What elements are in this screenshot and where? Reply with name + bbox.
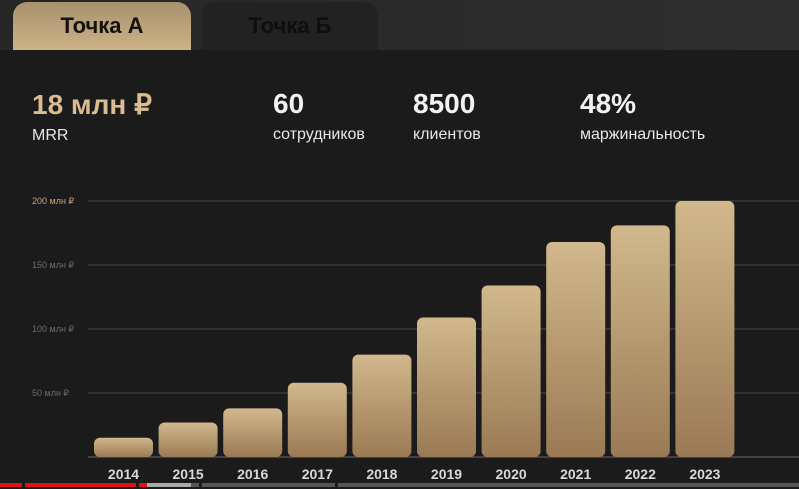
- bar-2021: [546, 241, 606, 457]
- bar-2018: [352, 354, 412, 457]
- bar-2022: [610, 225, 670, 457]
- stat-label: клиентов: [413, 126, 481, 143]
- x-tick-label: 2021: [560, 466, 591, 482]
- x-tick-label: 2023: [689, 466, 720, 482]
- x-tick-label: 2016: [237, 466, 268, 482]
- video-progress-bar[interactable]: [0, 483, 799, 487]
- bar-2023: [675, 201, 735, 457]
- y-tick-label: 100 млн ₽: [32, 324, 74, 334]
- x-tick-label: 2019: [431, 466, 462, 482]
- bar-2014: [94, 437, 153, 457]
- stat-label: маржинальность: [580, 126, 706, 143]
- stat-value: 48%: [580, 88, 637, 119]
- tab-bar: Точка А Точка Б: [0, 0, 799, 50]
- x-tick-label: 2018: [366, 466, 397, 482]
- stat-employees: 60 сотрудников: [273, 88, 365, 144]
- stat-clients: 8500 клиентов: [413, 88, 481, 144]
- stat-value: 18 млн ₽: [32, 89, 152, 120]
- stat-label: сотрудников: [273, 126, 365, 143]
- bar-2016: [223, 408, 283, 457]
- x-tick-label: 2020: [496, 466, 527, 482]
- bar-2019: [417, 317, 476, 457]
- x-tick-label: 2022: [625, 466, 656, 482]
- bar-2015: [158, 422, 218, 457]
- y-tick-label: 50 млн ₽: [32, 388, 69, 398]
- stat-label: MRR: [32, 127, 69, 144]
- tab-point-b[interactable]: Точка Б: [202, 2, 378, 50]
- y-tick-label: 150 млн ₽: [32, 260, 74, 270]
- stat-value: 60: [273, 88, 305, 119]
- stat-value: 8500: [413, 88, 476, 119]
- y-tick-label: 200 млн ₽: [32, 196, 74, 206]
- bar-2017: [287, 382, 347, 457]
- x-tick-label: 2015: [173, 466, 204, 482]
- x-tick-label: 2014: [108, 466, 139, 482]
- stat-mrr: 18 млн ₽ MRR: [32, 88, 152, 145]
- bar-2020: [481, 285, 541, 457]
- tab-point-a[interactable]: Точка А: [13, 2, 191, 50]
- stat-margin: 48% маржинальность: [580, 88, 705, 144]
- x-tick-label: 2017: [302, 466, 333, 482]
